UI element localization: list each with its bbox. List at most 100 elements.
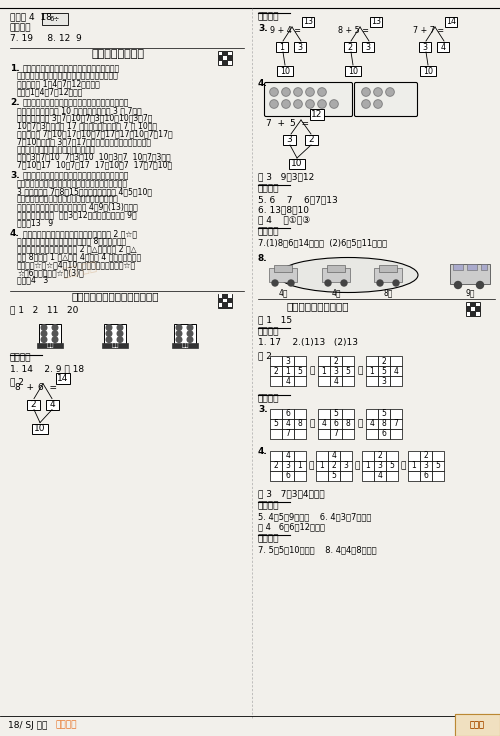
Bar bbox=[294, 461, 306, 471]
Bar bbox=[455, 714, 500, 736]
Circle shape bbox=[318, 100, 326, 108]
Bar bbox=[228, 303, 232, 307]
Circle shape bbox=[476, 281, 484, 289]
Text: 4: 4 bbox=[286, 451, 290, 461]
Bar bbox=[104, 324, 126, 344]
Text: 4: 4 bbox=[440, 43, 446, 52]
Text: 7: 7 bbox=[334, 430, 338, 439]
Bar bbox=[390, 356, 402, 366]
Bar bbox=[270, 356, 282, 366]
Bar bbox=[378, 429, 390, 439]
Text: 十个: 十个 bbox=[181, 343, 189, 348]
Text: 以，算式是 1＋4＋7＝12（张）。: 以，算式是 1＋4＋7＝12（张）。 bbox=[17, 79, 100, 88]
Bar bbox=[366, 356, 378, 366]
Bar bbox=[294, 429, 306, 439]
Text: 6: 6 bbox=[286, 409, 290, 419]
Text: 8辆: 8辆 bbox=[384, 289, 392, 297]
Text: 或: 或 bbox=[400, 461, 406, 470]
Bar bbox=[467, 264, 477, 270]
Circle shape bbox=[318, 88, 326, 96]
Bar bbox=[302, 17, 314, 27]
Text: 10: 10 bbox=[34, 424, 46, 433]
Circle shape bbox=[270, 100, 278, 108]
Bar bbox=[32, 424, 48, 434]
Text: 1.: 1. bbox=[10, 64, 20, 73]
Text: 13: 13 bbox=[303, 18, 313, 26]
Text: 例 4   6＋6＝12（个）: 例 4 6＋6＝12（个） bbox=[258, 522, 325, 531]
Bar bbox=[218, 303, 222, 307]
Bar bbox=[39, 324, 61, 344]
Bar bbox=[282, 376, 294, 386]
Text: 2: 2 bbox=[334, 356, 338, 366]
Text: 10: 10 bbox=[280, 66, 290, 76]
Circle shape bbox=[187, 337, 193, 342]
Text: 5. 4＋5＝9（个）    6. 4＋3＝7（只）: 5. 4＋5＝9（个） 6. 4＋3＝7（只） bbox=[258, 512, 372, 521]
Bar bbox=[330, 419, 342, 429]
Bar bbox=[386, 471, 398, 481]
Text: 3: 3 bbox=[422, 43, 428, 52]
Text: 例 1   15: 例 1 15 bbox=[258, 315, 292, 324]
Bar bbox=[270, 409, 282, 419]
Bar bbox=[218, 61, 222, 65]
Bar bbox=[330, 429, 342, 439]
Bar bbox=[294, 409, 306, 419]
Text: 或: 或 bbox=[354, 461, 360, 470]
Bar bbox=[294, 356, 306, 366]
Text: 或: 或 bbox=[310, 367, 314, 375]
Bar bbox=[218, 52, 222, 55]
Text: 7 + 7 =: 7 + 7 = bbox=[413, 26, 444, 35]
Bar bbox=[274, 265, 292, 272]
Bar bbox=[466, 302, 480, 316]
Bar bbox=[471, 307, 475, 311]
Text: 8: 8 bbox=[346, 420, 350, 428]
Bar bbox=[420, 66, 436, 76]
Bar bbox=[228, 61, 232, 65]
Text: 2: 2 bbox=[378, 451, 382, 461]
FancyBboxPatch shape bbox=[264, 82, 352, 116]
Bar bbox=[270, 366, 282, 376]
Bar bbox=[310, 109, 324, 120]
Text: 例 1   2   11   20: 例 1 2 11 20 bbox=[10, 305, 78, 314]
Bar bbox=[228, 52, 232, 55]
Bar bbox=[318, 366, 330, 376]
Bar bbox=[466, 302, 470, 306]
Text: 或: 或 bbox=[358, 420, 362, 428]
Bar bbox=[476, 312, 480, 316]
Circle shape bbox=[374, 88, 382, 96]
Bar bbox=[390, 419, 402, 429]
Bar bbox=[318, 356, 330, 366]
Bar bbox=[330, 409, 342, 419]
Text: 13: 13 bbox=[371, 18, 381, 26]
Circle shape bbox=[330, 100, 338, 108]
Text: 5: 5 bbox=[382, 367, 386, 375]
Text: 3.: 3. bbox=[258, 24, 268, 33]
Bar bbox=[172, 342, 198, 347]
Text: 7: 7 bbox=[394, 420, 398, 428]
Bar bbox=[432, 451, 444, 461]
Text: 2: 2 bbox=[348, 43, 352, 52]
Circle shape bbox=[362, 100, 370, 108]
Bar bbox=[420, 461, 432, 471]
Bar bbox=[328, 461, 340, 471]
Text: 4.: 4. bbox=[10, 229, 20, 238]
Bar bbox=[318, 409, 330, 419]
Bar bbox=[316, 461, 328, 471]
Bar bbox=[374, 461, 386, 471]
Text: 6: 6 bbox=[382, 430, 386, 439]
Text: 1: 1 bbox=[280, 43, 284, 52]
Bar bbox=[56, 372, 70, 383]
Text: 14: 14 bbox=[58, 374, 68, 383]
Text: 2: 2 bbox=[308, 135, 314, 144]
Bar bbox=[340, 451, 352, 461]
Bar bbox=[294, 471, 306, 481]
Bar bbox=[283, 135, 296, 145]
Text: 例 2: 例 2 bbox=[10, 378, 24, 386]
Text: 3: 3 bbox=[286, 356, 290, 366]
Circle shape bbox=[386, 88, 394, 96]
Text: 4: 4 bbox=[370, 420, 374, 428]
Bar bbox=[408, 471, 420, 481]
Text: 8.: 8. bbox=[258, 254, 268, 263]
Circle shape bbox=[117, 330, 123, 336]
Text: 反馈训练: 反馈训练 bbox=[258, 534, 280, 543]
Text: 8: 8 bbox=[382, 420, 386, 428]
